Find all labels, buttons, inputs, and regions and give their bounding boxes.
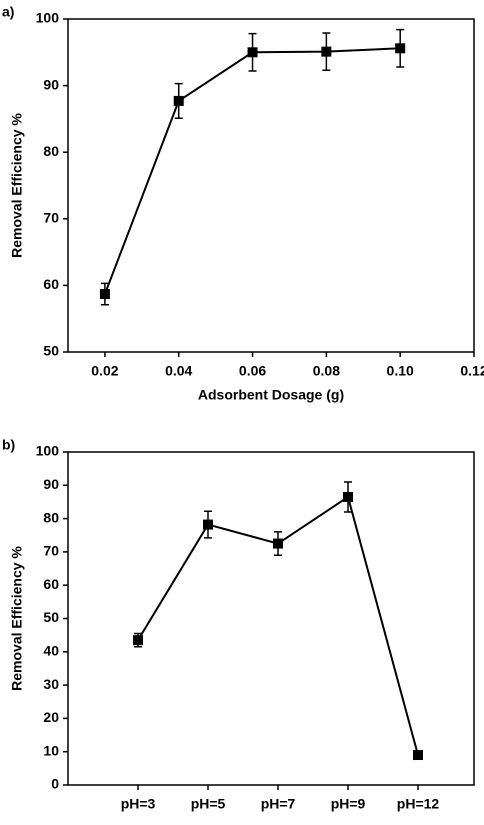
y-tick-label: 70	[43, 210, 59, 226]
y-tick-label: 50	[43, 343, 59, 359]
x-tick-label: 0.04	[165, 363, 192, 379]
y-tick-label: 50	[43, 609, 59, 625]
x-tick-label: 0.06	[239, 363, 266, 379]
plot-frame	[67, 451, 475, 786]
x-tick-label: 0.10	[387, 363, 414, 379]
marker	[343, 491, 353, 502]
marker	[99, 289, 110, 300]
plot-frame	[67, 18, 475, 353]
y-tick-label: 90	[43, 476, 59, 492]
y-tick-label: 30	[43, 676, 59, 692]
y-tick-label: 10	[43, 742, 59, 758]
panel-label: a)	[2, 4, 14, 20]
y-tick-label: 60	[43, 576, 59, 592]
y-axis-title: Removal Efficiency %	[9, 546, 25, 691]
marker	[203, 519, 213, 530]
x-tick-label: pH=12	[397, 796, 440, 812]
y-tick-label: 20	[43, 709, 59, 725]
panel-label: b)	[2, 437, 15, 453]
y-tick-label: 0	[51, 776, 59, 792]
y-tick-label: 80	[43, 143, 59, 159]
y-tick-label: 100	[36, 443, 60, 459]
marker	[413, 750, 423, 761]
x-tick-label: pH=7	[261, 796, 296, 812]
y-tick-label: 70	[43, 543, 59, 559]
x-tick-label: pH=3	[121, 796, 156, 812]
y-axis-title: Removal Efficiency %	[9, 113, 25, 258]
y-tick-label: 40	[43, 643, 59, 659]
y-tick-label: 100	[36, 10, 60, 26]
x-axis-title: Adsorbent Dosage (g)	[198, 387, 344, 403]
x-tick-label: 0.12	[460, 363, 484, 379]
x-tick-label: pH=5	[191, 796, 226, 812]
y-tick-label: 80	[43, 509, 59, 525]
marker	[321, 46, 332, 57]
y-tick-label: 90	[43, 76, 59, 92]
data-line	[103, 47, 401, 295]
x-tick-label: 0.08	[313, 363, 340, 379]
x-tick-label: 0.02	[91, 363, 118, 379]
marker	[395, 43, 406, 54]
y-tick-label: 60	[43, 276, 59, 292]
marker	[247, 47, 258, 58]
marker	[133, 635, 143, 646]
x-tick-label: pH=9	[331, 796, 366, 812]
marker	[273, 538, 283, 549]
marker	[173, 95, 184, 106]
